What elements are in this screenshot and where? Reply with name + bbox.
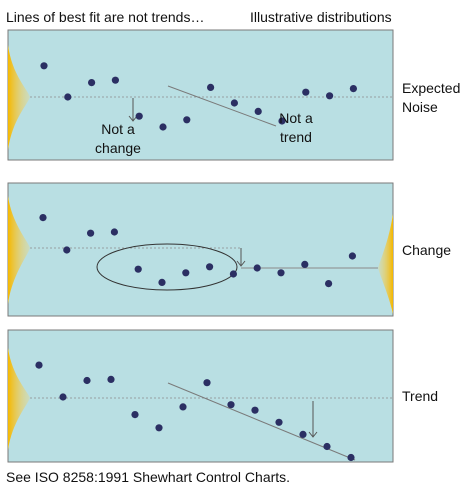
data-point-8 [207, 83, 215, 91]
left-distribution [8, 348, 30, 450]
data-point-5 [135, 112, 143, 120]
data-point-6 [159, 123, 167, 131]
data-point-8 [206, 263, 214, 271]
data-point-13 [323, 442, 331, 451]
panel-change [7, 182, 394, 317]
data-point-5 [134, 265, 142, 273]
data-point-3 [83, 376, 91, 385]
data-point-6 [155, 424, 163, 432]
left-distribution [8, 196, 30, 304]
panel-label-trend: Trend [402, 388, 439, 404]
data-point-7 [179, 403, 187, 411]
footer-note: See ISO 8258:1991 Shewhart Control Chart… [6, 469, 291, 485]
data-point-13 [325, 280, 333, 288]
data-point-4 [111, 76, 119, 84]
data-point-4 [107, 375, 115, 383]
data-point-6 [158, 278, 166, 286]
data-point-11 [277, 269, 285, 277]
data-points [35, 361, 355, 462]
data-point-12 [299, 430, 307, 438]
data-point-2 [64, 93, 72, 101]
data-point-9 [229, 270, 237, 278]
data-point-14 [349, 85, 357, 93]
data-point-9 [230, 99, 238, 107]
data-point-14 [348, 252, 356, 260]
data-point-3 [87, 229, 95, 237]
note-not-a-trend: Not a trend [279, 110, 313, 145]
best-fit-line [167, 85, 277, 127]
data-point-2 [59, 393, 67, 401]
panel-background [7, 182, 394, 317]
data-point-1 [35, 361, 43, 369]
data-point-10 [254, 107, 262, 115]
panel-label-expected-noise: Expected Noise [402, 80, 461, 115]
arrow-head [308, 431, 318, 438]
right-distribution [378, 214, 393, 314]
panel-label-change: Change [402, 242, 452, 258]
change-highlight-ellipse [96, 243, 238, 291]
data-point-1 [39, 214, 47, 222]
subtitle: Illustrative distributions [250, 9, 392, 25]
data-point-1 [40, 62, 48, 70]
data-point-7 [183, 116, 191, 124]
data-point-11 [278, 117, 286, 125]
data-point-8 [203, 379, 211, 387]
data-point-9 [227, 401, 235, 409]
data-point-2 [63, 246, 71, 254]
data-point-3 [88, 79, 96, 87]
data-points [39, 214, 356, 288]
data-point-4 [110, 228, 118, 236]
panel-expected-noise [7, 29, 394, 161]
page-title: Lines of best fit are not trends… [6, 9, 205, 25]
data-point-11 [275, 418, 283, 426]
note-not-a-change: Not a change [95, 121, 141, 156]
arrow-head [128, 115, 138, 122]
data-point-12 [301, 260, 309, 268]
data-point-5 [131, 411, 139, 419]
data-point-7 [182, 269, 190, 277]
left-distribution [8, 45, 30, 150]
data-points [40, 62, 357, 131]
data-point-13 [326, 92, 334, 100]
panel-trend [7, 329, 394, 463]
data-point-10 [251, 406, 259, 414]
data-point-12 [302, 88, 310, 96]
arrow-head [236, 260, 246, 267]
data-point-10 [253, 264, 261, 272]
data-point-14 [347, 453, 355, 462]
